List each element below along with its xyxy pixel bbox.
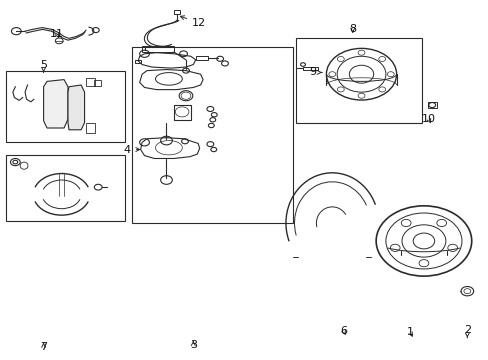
- Polygon shape: [43, 80, 68, 128]
- Text: 11: 11: [50, 29, 63, 39]
- Bar: [142, 45, 173, 52]
- Bar: [135, 60, 141, 63]
- Text: 6: 6: [339, 325, 346, 336]
- Bar: [427, 102, 436, 108]
- Bar: [5, 155, 125, 221]
- Text: 8: 8: [348, 24, 356, 34]
- Text: 1: 1: [406, 327, 413, 337]
- Bar: [303, 67, 317, 70]
- Text: 10: 10: [421, 114, 435, 124]
- Text: 2: 2: [463, 325, 470, 338]
- Bar: [86, 78, 95, 86]
- Bar: [195, 56, 207, 60]
- Text: 12: 12: [180, 16, 206, 28]
- Bar: [173, 105, 190, 120]
- Text: 3: 3: [189, 340, 196, 350]
- Bar: [86, 123, 95, 134]
- Bar: [94, 80, 101, 86]
- Text: 7: 7: [40, 342, 47, 352]
- Text: 4: 4: [123, 144, 140, 154]
- Polygon shape: [68, 85, 84, 130]
- Bar: [132, 47, 293, 223]
- Bar: [5, 71, 125, 142]
- Text: 5: 5: [40, 59, 47, 72]
- Text: 9: 9: [308, 67, 321, 77]
- Bar: [295, 39, 422, 123]
- Bar: [173, 10, 179, 14]
